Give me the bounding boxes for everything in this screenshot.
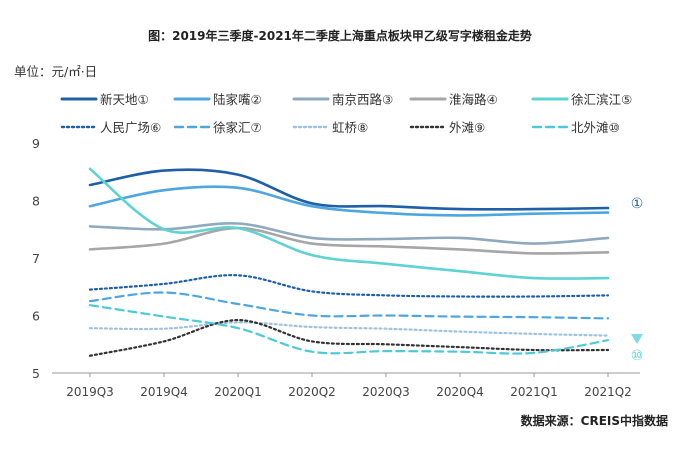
ranking-arrow-bottom-label: ⑩ (631, 348, 644, 364)
legend-label: 徐汇滨江⑤ (571, 92, 632, 107)
series-line-6 (88, 274, 610, 298)
series-lines (88, 167, 610, 357)
x-tick-label: 2021Q1 (510, 385, 558, 399)
series-line-5 (88, 167, 610, 280)
y-tick-label: 6 (32, 309, 40, 324)
x-tick-label: 2021Q2 (584, 385, 632, 399)
ranking-arrow-top-label: ① (631, 196, 644, 212)
chart-legend: 新天地① 陆家嘴② 南京西路③ 淮海路④ 徐汇滨江⑤ 人民广场⑥ 徐家汇⑦ 虹桥⑧ 外滩⑨ 北外滩… (60, 92, 632, 135)
legend-label: 徐家汇⑦ (213, 120, 262, 135)
ranking-arrow: ① ⑩ (631, 196, 644, 364)
x-tick-label: 2019Q3 (66, 385, 114, 399)
series-line-10 (88, 304, 610, 355)
y-tick-label: 8 (32, 194, 40, 209)
x-axis-ticks: 2019Q3 2019Q4 2020Q1 2020Q2 2020Q3 2020Q4 2021… (66, 373, 632, 399)
legend-label: 南京西路③ (332, 92, 393, 107)
legend-label: 人民广场⑥ (100, 120, 161, 135)
y-axis-ticks: 5 6 7 8 9 (32, 136, 40, 381)
series-line-7 (88, 291, 610, 320)
x-tick-label: 2019Q4 (140, 385, 188, 399)
x-tick-label: 2020Q1 (214, 385, 262, 399)
series-line-9 (88, 318, 610, 357)
y-axis-unit-label: 单位：元/㎡·日 (14, 64, 97, 79)
chart-title: 图：2019年三季度-2021年二季度上海重点板块甲乙级写字楼租金走势 (148, 28, 532, 43)
data-source-note: 数据来源：CREIS中指数据 (521, 413, 668, 428)
series-line-3 (88, 222, 610, 245)
legend-label: 虹桥⑧ (332, 120, 368, 135)
legend-label: 陆家嘴② (213, 92, 262, 107)
legend-label: 新天地① (100, 92, 149, 107)
series-line-8 (88, 321, 610, 337)
y-tick-label: 7 (32, 251, 40, 266)
series-line-4 (88, 226, 610, 255)
series-line-2 (88, 185, 610, 217)
series-line-1 (88, 168, 610, 211)
ranking-arrow-head (631, 334, 643, 344)
y-tick-label: 9 (32, 136, 40, 151)
y-tick-label: 5 (32, 366, 40, 381)
legend-label: 北外滩⑩ (571, 120, 620, 135)
legend-label: 外滩⑨ (449, 120, 485, 135)
x-tick-label: 2020Q4 (436, 385, 484, 399)
x-tick-label: 2020Q3 (362, 385, 410, 399)
x-tick-label: 2020Q2 (288, 385, 336, 399)
legend-label: 淮海路④ (449, 92, 498, 107)
